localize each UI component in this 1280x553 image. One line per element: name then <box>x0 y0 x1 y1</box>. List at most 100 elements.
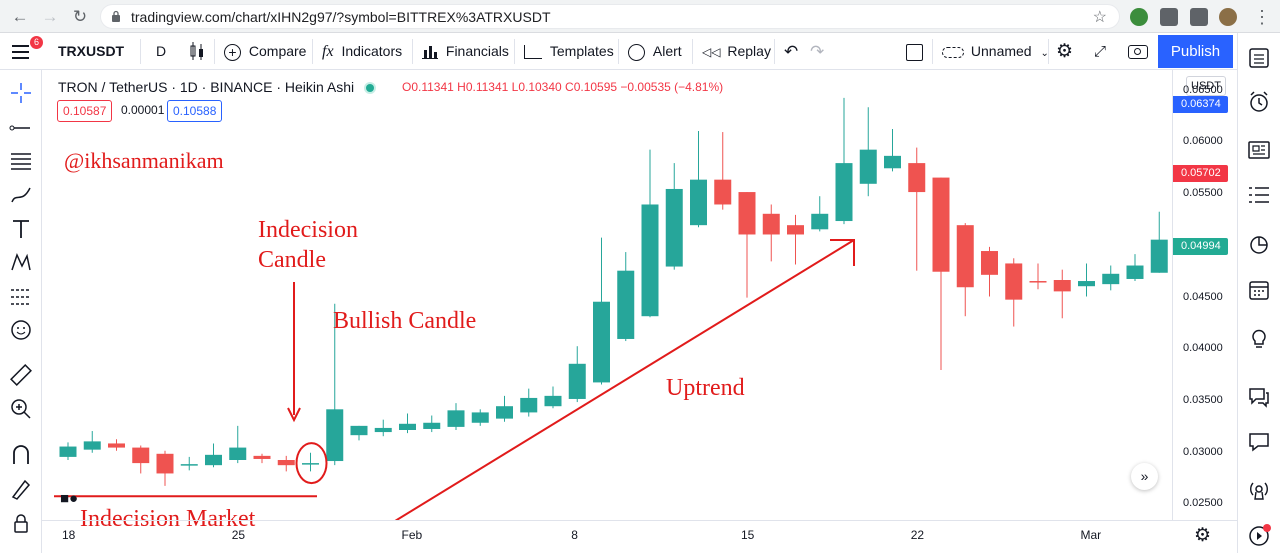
candle-body <box>859 149 877 184</box>
candlestick-chart <box>54 97 1217 541</box>
rewind-icon: ◁◁ <box>702 45 721 59</box>
browser-menu-icon[interactable]: ⋮ <box>1253 7 1271 27</box>
alert-button[interactable]: Alert <box>628 33 682 70</box>
url-text: tradingview.com/chart/xIHN2g97/?symbol=B… <box>131 9 551 25</box>
replay-label: Replay <box>727 43 771 59</box>
candle-body <box>253 455 271 459</box>
forward-icon[interactable]: → <box>41 7 59 26</box>
indecision-candle-label-line1: Indecision <box>258 217 358 243</box>
candles-icon <box>190 42 203 60</box>
emoji-icon[interactable] <box>8 317 34 343</box>
help-icon[interactable] <box>1246 523 1272 549</box>
ideas-lightbulb-icon[interactable] <box>1246 325 1272 351</box>
profile-avatar[interactable] <box>1219 8 1237 26</box>
redo-icon[interactable]: ↷ <box>810 42 825 61</box>
calendar-icon[interactable] <box>1246 277 1272 303</box>
templates-button[interactable]: Templates <box>524 33 614 70</box>
address-bar[interactable]: tradingview.com/chart/xIHN2g97/?symbol=B… <box>100 4 1120 29</box>
candle-body <box>399 423 416 430</box>
toolbar-divider <box>140 39 141 64</box>
camera-icon <box>1128 45 1148 60</box>
hotlists-flame-icon[interactable] <box>1246 231 1272 257</box>
candle-body <box>908 163 926 193</box>
toolbar-divider <box>1048 39 1049 64</box>
toolbar-divider <box>774 39 775 64</box>
candle-body <box>738 192 756 235</box>
text-tool-icon[interactable] <box>8 216 34 242</box>
fullscreen-icon[interactable]: ⤢ <box>1094 43 1107 60</box>
candle-body <box>302 463 319 465</box>
replay-button[interactable]: ◁◁ Replay <box>702 33 771 70</box>
price-axis-label: 0.03000 <box>1183 445 1223 458</box>
news-icon[interactable] <box>1246 137 1272 163</box>
magnet-icon[interactable] <box>8 442 34 468</box>
lock-drawing-pencil-icon[interactable] <box>8 476 34 502</box>
indicators-button[interactable]: fx Indicators <box>322 33 402 70</box>
symbol-search-button[interactable]: TRXUSDT <box>58 43 125 59</box>
fx-icon: fx <box>322 43 334 60</box>
streams-broadcast-icon[interactable] <box>1246 477 1272 503</box>
chats-icon[interactable] <box>1246 383 1272 409</box>
prediction-tool-icon[interactable] <box>8 284 34 310</box>
zoom-in-icon[interactable] <box>8 396 34 422</box>
extension-acrobat-icon[interactable] <box>1160 8 1178 26</box>
main-menu-button[interactable]: 6 <box>10 33 43 70</box>
alerts-clock-icon[interactable] <box>1246 89 1272 115</box>
toolbar-divider <box>692 39 693 64</box>
extension-globe-icon[interactable] <box>1130 8 1148 26</box>
candle-body <box>811 213 829 230</box>
toolbar-divider <box>514 39 515 64</box>
menu-icon <box>12 45 29 59</box>
sell-price-box[interactable]: 0.10587 <box>57 100 113 122</box>
time-axis-label: Mar <box>1080 528 1102 542</box>
reload-icon[interactable]: ↻ <box>72 7 88 26</box>
candle-body <box>1150 239 1168 273</box>
financials-button[interactable]: Financials <box>422 33 509 70</box>
bar-chart-icon <box>422 45 438 60</box>
undo-icon[interactable]: ↶ <box>784 42 799 61</box>
ruler-icon[interactable] <box>8 362 34 388</box>
alarm-clock-icon <box>628 43 645 61</box>
extensions-puzzle-icon[interactable] <box>1190 8 1208 26</box>
time-axis[interactable]: ⚙ 18 25 Feb 8 15 22 Mar <box>42 520 1237 553</box>
snapshot-button[interactable] <box>1128 33 1150 70</box>
candle-body <box>787 225 804 235</box>
pattern-tool-icon[interactable] <box>8 250 34 276</box>
time-axis-label: 25 <box>231 528 246 542</box>
candle-body <box>665 188 683 267</box>
candle-body <box>762 213 780 235</box>
uptrend-arrow-shaft <box>363 239 855 541</box>
layout-menu-button[interactable]: Unnamed ⌄ <box>942 33 1049 70</box>
buy-price-box[interactable]: 0.10588 <box>167 100 223 122</box>
watchlist-icon[interactable] <box>1246 45 1272 71</box>
chart-legend: TRON / TetherUS · 1D · BINANCE · Heikin … <box>58 79 375 95</box>
fullscreen-toggle-button[interactable] <box>906 33 926 70</box>
scroll-to-realtime-button[interactable]: » <box>1131 463 1158 490</box>
publish-button[interactable]: Publish <box>1158 35 1233 68</box>
axis-settings-gear-icon[interactable]: ⚙ <box>1194 525 1212 546</box>
time-axis-label: 22 <box>910 528 925 542</box>
back-icon[interactable]: ← <box>11 7 29 26</box>
messages-icon[interactable] <box>1246 429 1272 455</box>
candle-body <box>180 464 198 466</box>
chart-pane[interactable] <box>42 70 1217 541</box>
interval-button[interactable]: D <box>156 43 167 59</box>
price-axis[interactable]: USDT 0.065000.060000.055000.050000.04500… <box>1172 70 1237 520</box>
chart-type-button[interactable] <box>188 33 208 70</box>
brush-icon[interactable] <box>8 182 34 208</box>
lock-drawings-icon[interactable] <box>8 510 34 536</box>
bullish-candle-label: Bullish Candle <box>333 308 477 334</box>
bookmark-star-icon[interactable]: ☆ <box>1092 9 1107 26</box>
spread-value: 0.00001 <box>121 103 165 117</box>
trend-line-icon[interactable] <box>8 115 34 141</box>
layout-name: Unnamed <box>970 43 1032 59</box>
data-window-icon[interactable] <box>1246 183 1272 209</box>
settings-gear-icon[interactable]: ⚙ <box>1056 41 1074 62</box>
crosshair-icon[interactable] <box>8 80 34 106</box>
currency-label[interactable]: USDT <box>1186 76 1226 96</box>
fib-retracement-icon[interactable] <box>8 148 34 174</box>
compare-button[interactable]: + Compare <box>224 33 306 70</box>
price-tag: 0.05702 <box>1173 165 1228 183</box>
chart-toolbar: 6 TRXUSDT D + Compare fx Indicators Fina… <box>0 33 1280 70</box>
